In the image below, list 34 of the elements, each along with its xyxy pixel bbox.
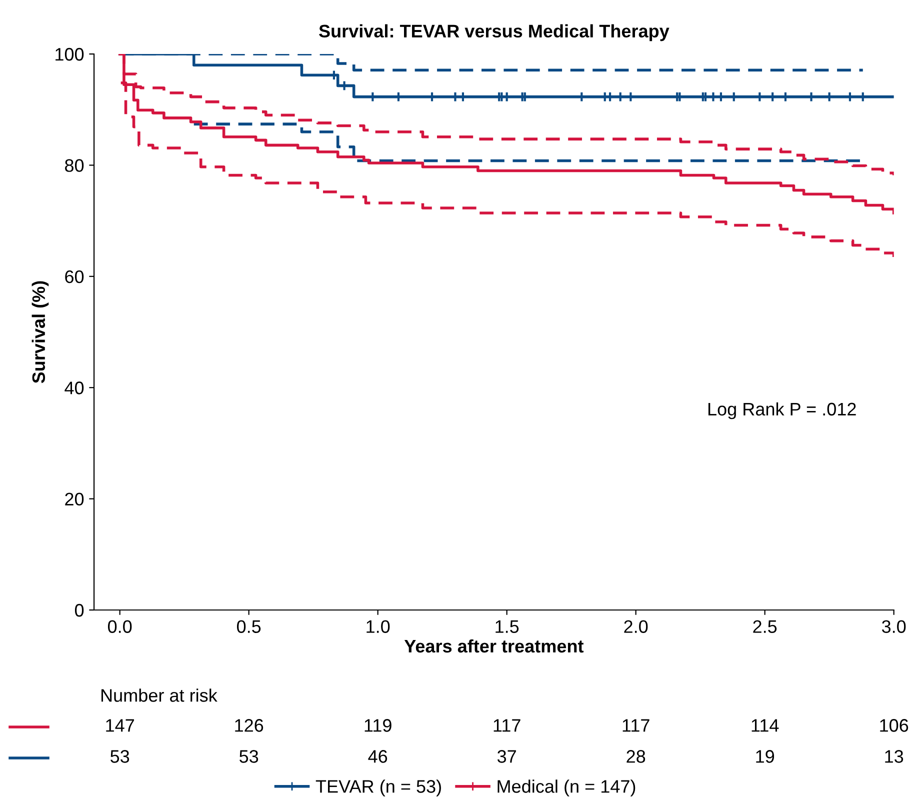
x-tick-label: 2.0 [624, 620, 648, 633]
y-tick-label: 100 [56, 48, 84, 61]
x-tick-label: 1.0 [366, 620, 390, 633]
text: 37 [497, 750, 516, 763]
text: 117 [622, 719, 650, 732]
text: 46 [368, 750, 388, 763]
x-tick-label: 1.5 [496, 620, 519, 633]
x-tick-label: 2.5 [753, 620, 777, 633]
text: 19 [756, 750, 774, 763]
chart-title: Survival: TEVAR versus Medical Therapy [319, 24, 670, 42]
text: 117 [494, 719, 520, 732]
annotation: Log Rank P = .012 [708, 402, 856, 420]
x-tick-label: 0.0 [108, 620, 132, 633]
x-axis-title: Years after treatment [404, 639, 584, 653]
text: 106 [880, 719, 908, 732]
text: 13 [885, 750, 904, 763]
legend-label: TEVAR (n = 53) [316, 780, 441, 796]
x-tick-label: 3.0 [882, 620, 906, 633]
y-tick-label: 40 [64, 382, 84, 394]
text: 114 [752, 719, 779, 732]
y-tick-label: 20 [65, 492, 84, 506]
text: Number at risk [101, 688, 218, 702]
text: 53 [110, 750, 130, 763]
text: 53 [240, 750, 258, 763]
legend-label: Medical (n = 147) [498, 780, 636, 796]
text: 126 [235, 719, 264, 732]
y-tick-label: 80 [65, 159, 84, 172]
x-tick-label: 0.5 [236, 620, 261, 633]
y-axis-title: Survival (%) [32, 281, 49, 384]
text: 147 [106, 719, 134, 732]
text: 119 [364, 719, 392, 732]
y-tick-label: 0 [74, 604, 84, 617]
text: 28 [626, 750, 646, 763]
y-tick-label: 60 [65, 270, 84, 284]
